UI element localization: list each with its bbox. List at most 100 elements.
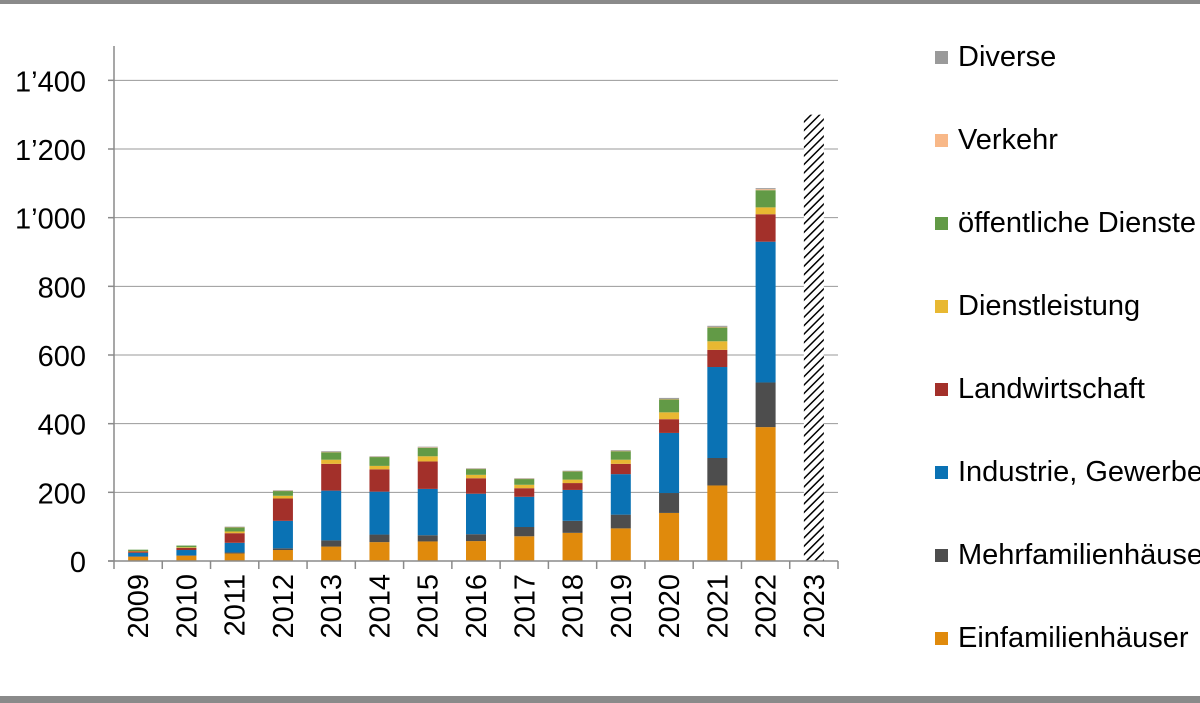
bar-segment (321, 490, 342, 541)
legend-swatch (935, 465, 948, 479)
bar-segment (610, 451, 631, 460)
legend-item: Verkehr (935, 123, 1058, 157)
legend-label: Einfamilienhäuser (958, 622, 1189, 654)
legend-swatch (935, 299, 948, 313)
bar-segment (466, 493, 486, 535)
bar-segment (514, 478, 535, 485)
bar-segment (562, 483, 583, 490)
bar-segment (224, 542, 245, 553)
legend-label: Dienstleistung (958, 290, 1141, 322)
bar-segment (272, 548, 293, 551)
bar-segment (562, 471, 583, 472)
legend-item: Landwirtschaft (935, 372, 1145, 406)
bar-segment (514, 484, 535, 489)
bar-segment (272, 490, 293, 491)
bar-segment (176, 547, 197, 551)
legend-item: Mehrfamilienhäuser (935, 538, 1200, 572)
bar-segment (224, 527, 245, 528)
bar-segment (369, 456, 390, 466)
bar-segment (755, 214, 776, 242)
bar-segment (417, 456, 438, 462)
x-tick-label: 2022 (751, 574, 783, 639)
legend-item: öffentliche Dienste (935, 206, 1196, 240)
gridlines (114, 79, 838, 493)
legend-item: Dienstleistung (935, 289, 1140, 323)
bar-segment (369, 542, 390, 561)
bar-segment (707, 327, 728, 342)
bar-segment (659, 432, 680, 494)
frame-bottom-border (0, 696, 1200, 703)
legend-swatch (935, 50, 948, 64)
bar-segment (562, 470, 583, 472)
legend-label: Verkehr (958, 124, 1058, 156)
bar-segment (610, 528, 631, 561)
x-tick-label: 2012 (268, 574, 300, 639)
bar-segment (417, 447, 438, 448)
bar-segment (176, 550, 197, 556)
bar-segment (659, 412, 680, 420)
bar-segment (610, 459, 631, 464)
bar-segment (755, 207, 776, 215)
bar-segment (128, 551, 149, 553)
bar-segment (610, 450, 631, 452)
legend-swatch (935, 631, 948, 645)
y-tick-label: 600 (38, 341, 86, 373)
x-tick-label: 2019 (606, 574, 638, 639)
y-tick-label: 1’200 (15, 135, 86, 167)
bar-segment (417, 488, 438, 536)
bar-segment (610, 474, 631, 515)
bar-segment (755, 427, 776, 561)
bar-segment (514, 496, 535, 528)
legend-label: öffentliche Dienste (958, 207, 1197, 239)
bar-segment (562, 520, 583, 533)
bar-segment (707, 326, 728, 328)
bar-segment (514, 488, 535, 497)
bar-segment (369, 456, 390, 457)
bar-segment (417, 446, 438, 448)
hatched-bar (803, 114, 824, 562)
legend-swatch (935, 216, 948, 230)
bar-segment (755, 189, 776, 191)
stacked-bar-chart: 0 200 400 600 800 1’000 1’200 1’400 2009 2010 201… (15, 46, 839, 639)
bar-segment (562, 471, 583, 480)
bar-segment (514, 527, 535, 537)
bar-segment (272, 490, 293, 492)
bar-segment (128, 556, 149, 561)
bar-segment (466, 468, 486, 475)
bar-segment (224, 552, 245, 554)
bar-segment (514, 536, 535, 561)
bar-segment (369, 491, 390, 535)
bar-segment (128, 552, 149, 557)
bar-segment (707, 458, 728, 486)
x-tick-label: 2021 (702, 574, 734, 639)
bar-segment (466, 468, 486, 469)
bar-segment (562, 489, 583, 521)
y-tick-label: 0 (70, 547, 86, 579)
bar-segment (417, 461, 438, 489)
legend-label: Diverse (958, 41, 1057, 73)
legend-label: Landwirtschaft (958, 373, 1145, 405)
legend-swatch (935, 548, 948, 562)
bar-segment (128, 556, 149, 557)
x-tick-label: 2018 (558, 574, 590, 639)
x-tick-label: 2016 (461, 574, 493, 639)
bar-segment (610, 450, 631, 451)
y-tick-label: 200 (38, 478, 86, 510)
bar-segment (321, 452, 342, 460)
bar-segment (659, 399, 680, 413)
x-tick-label: 2011 (220, 574, 252, 636)
bar-segment (321, 540, 342, 547)
legend: Diverse Verkehr öffentliche Dienste Dienstl… (935, 40, 1200, 680)
bar-segment (707, 341, 728, 350)
bar-segment (417, 541, 438, 561)
bar-segment (272, 550, 293, 561)
bar-segment (272, 520, 293, 549)
bar-segment (369, 534, 390, 543)
bar-segment (514, 478, 535, 480)
bar-segment (755, 188, 776, 190)
bar-segment (610, 463, 631, 475)
bar-segment (707, 367, 728, 458)
bar-segment (659, 419, 680, 433)
bar-segment (659, 397, 680, 399)
bar-segment (224, 527, 245, 532)
